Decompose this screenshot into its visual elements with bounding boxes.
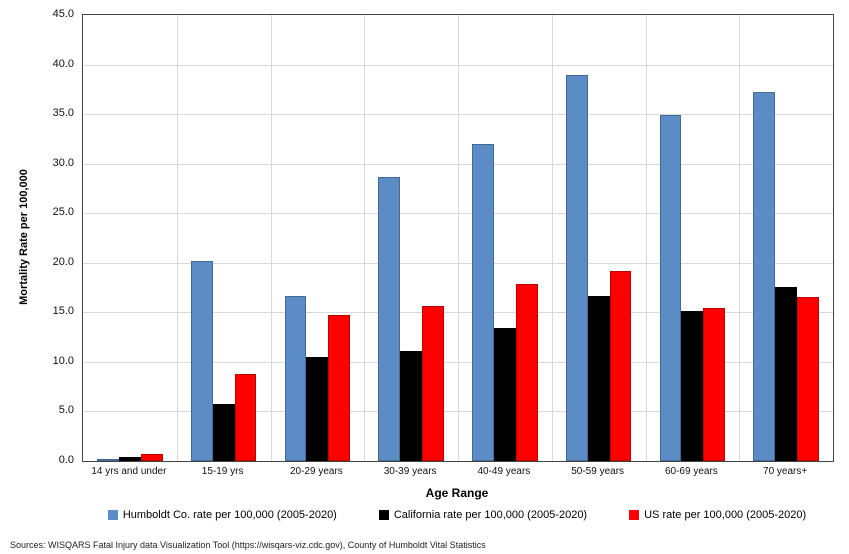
bar: [306, 357, 328, 461]
gridline-vertical: [271, 15, 272, 461]
legend-item: Humboldt Co. rate per 100,000 (2005-2020…: [108, 509, 337, 521]
legend-label: California rate per 100,000 (2005-2020): [394, 509, 587, 521]
bar: [588, 296, 610, 462]
gridline-vertical: [552, 15, 553, 461]
y-tick-label: 15.0: [44, 305, 74, 317]
legend-label: Humboldt Co. rate per 100,000 (2005-2020…: [123, 509, 337, 521]
y-tick-label: 40.0: [44, 58, 74, 70]
y-tick-label: 0.0: [44, 454, 74, 466]
x-tick-label: 30-39 years: [384, 466, 437, 477]
bar: [378, 177, 400, 461]
bar: [141, 454, 163, 461]
gridline-vertical: [739, 15, 740, 461]
y-tick-label: 35.0: [44, 107, 74, 119]
y-axis-title: Mortality Rate per 100,000: [18, 169, 30, 305]
plot-area: [82, 14, 834, 462]
bar: [235, 374, 257, 461]
x-tick-label: 40-49 years: [477, 466, 530, 477]
bar: [97, 459, 119, 461]
legend-swatch-icon: [629, 510, 639, 520]
x-tick-label: 50-59 years: [571, 466, 624, 477]
bar: [516, 284, 538, 461]
bar: [610, 271, 632, 461]
legend: Humboldt Co. rate per 100,000 (2005-2020…: [82, 509, 832, 521]
bar: [681, 311, 703, 461]
bar: [753, 92, 775, 461]
gridline-vertical: [646, 15, 647, 461]
x-tick-label: 60-69 years: [665, 466, 718, 477]
bar: [660, 115, 682, 461]
bar: [328, 315, 350, 461]
legend-item: California rate per 100,000 (2005-2020): [379, 509, 587, 521]
bar: [285, 296, 307, 461]
legend-swatch-icon: [379, 510, 389, 520]
bar: [797, 297, 819, 461]
bar: [775, 287, 797, 461]
bar: [400, 351, 422, 461]
source-text: Sources: WISQARS Fatal Injury data Visua…: [10, 540, 486, 550]
y-tick-label: 30.0: [44, 157, 74, 169]
bar: [472, 144, 494, 461]
x-tick-label: 20-29 years: [290, 466, 343, 477]
bar: [494, 328, 516, 461]
x-tick-label: 15-19 yrs: [202, 466, 244, 477]
gridline-vertical: [177, 15, 178, 461]
bar: [119, 457, 141, 461]
y-tick-label: 45.0: [44, 8, 74, 20]
x-axis-title: Age Range: [426, 486, 489, 500]
y-tick-label: 10.0: [44, 355, 74, 367]
gridline-vertical: [458, 15, 459, 461]
y-tick-label: 20.0: [44, 256, 74, 268]
bar: [703, 308, 725, 461]
legend-swatch-icon: [108, 510, 118, 520]
legend-item: US rate per 100,000 (2005-2020): [629, 509, 806, 521]
bar: [566, 75, 588, 461]
bar: [191, 261, 213, 461]
y-tick-label: 25.0: [44, 206, 74, 218]
gridline-vertical: [364, 15, 365, 461]
y-tick-label: 5.0: [44, 404, 74, 416]
legend-label: US rate per 100,000 (2005-2020): [644, 509, 806, 521]
bar: [213, 404, 235, 461]
bar: [422, 306, 444, 461]
x-tick-label: 14 yrs and under: [91, 466, 166, 477]
x-tick-label: 70 years+: [763, 466, 807, 477]
